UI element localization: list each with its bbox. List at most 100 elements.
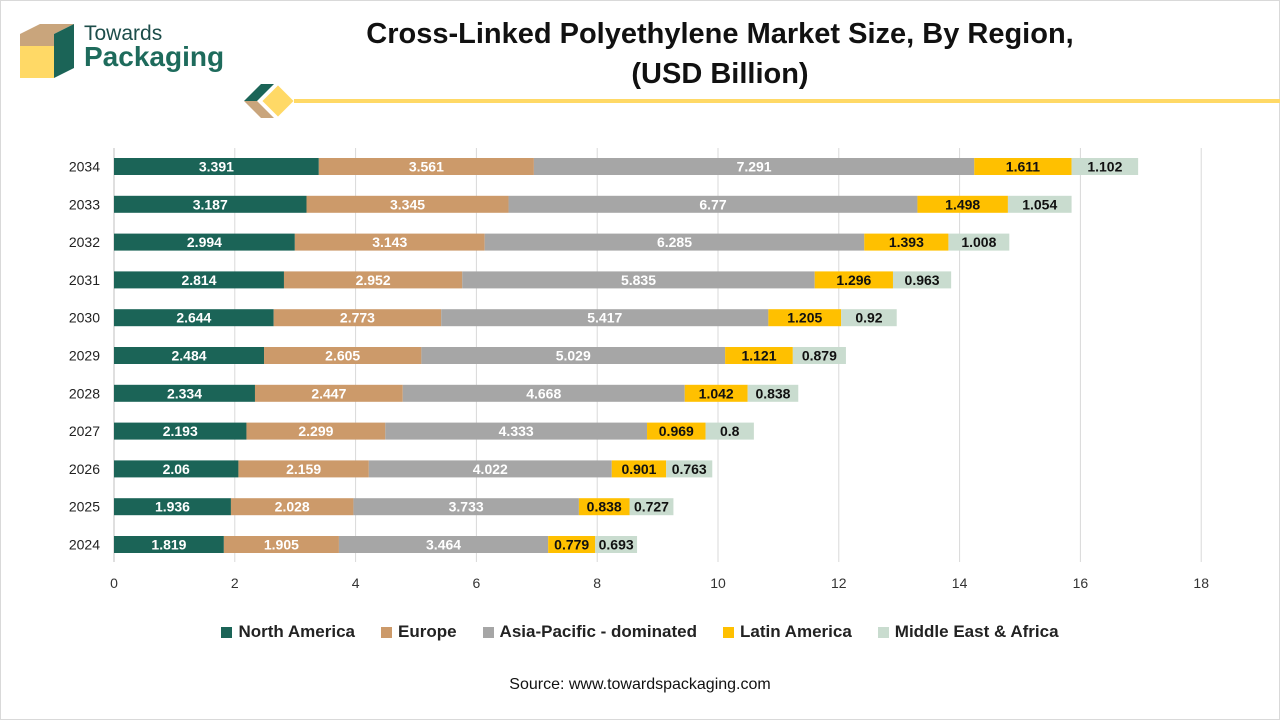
data-label: 2.028 <box>275 499 310 515</box>
data-label: 0.969 <box>659 423 694 439</box>
data-label: 1.905 <box>264 537 299 553</box>
data-label: 2.299 <box>298 423 333 439</box>
data-label: 6.285 <box>657 234 692 250</box>
bar-segment <box>338 536 549 553</box>
bar-segment <box>814 271 893 289</box>
data-label: 0.963 <box>905 272 940 288</box>
legend-label: Middle East & Africa <box>894 622 1059 641</box>
legend-swatch <box>722 626 734 638</box>
bar-segment <box>629 498 674 516</box>
bar-segment <box>484 233 865 251</box>
brand-line2: Packaging <box>84 41 225 72</box>
data-label: 3.733 <box>449 499 484 515</box>
chart-title-line2: (USD Billion) <box>631 58 809 90</box>
data-label: 1.393 <box>889 234 924 250</box>
data-label: 2.447 <box>311 385 346 401</box>
y-tick-label: 2030 <box>69 310 100 326</box>
data-label: 1.819 <box>151 537 186 553</box>
bar-segment <box>747 384 799 402</box>
data-label: 3.187 <box>193 196 228 212</box>
x-tick-label: 0 <box>110 575 118 591</box>
legend-swatch <box>221 626 233 638</box>
data-label: 5.835 <box>621 272 656 288</box>
bar-segment <box>666 460 713 478</box>
bar-segment <box>114 536 224 553</box>
legend-label: Asia-Pacific - dominated <box>499 622 697 641</box>
data-label: 2.644 <box>176 310 211 326</box>
x-tick-label: 4 <box>352 575 360 591</box>
legend-label: Latin America <box>739 622 852 641</box>
y-tick-label: 2033 <box>69 196 100 212</box>
y-tick-label: 2028 <box>69 385 100 401</box>
bar-segment <box>294 233 485 251</box>
bar-segment <box>595 536 638 553</box>
chart-title: Cross-Linked Polyethylene Market Size, B… <box>330 14 1110 94</box>
x-tick-label: 16 <box>1073 575 1089 591</box>
x-tick-label: 18 <box>1193 575 1209 591</box>
y-tick-label: 2029 <box>69 348 100 364</box>
bar-segment <box>421 347 726 364</box>
bar-segment <box>114 309 274 327</box>
bar-segment <box>462 271 815 289</box>
y-tick-label: 2032 <box>69 234 100 250</box>
legend-item-north-america: North America <box>221 622 355 642</box>
bar-segment <box>705 422 754 440</box>
data-label: 2.06 <box>163 461 190 477</box>
bar-segment <box>318 158 534 175</box>
bar-segment <box>611 460 667 478</box>
bar-segment <box>306 195 509 213</box>
bar-segment <box>1007 195 1072 213</box>
data-label: 1.936 <box>155 499 190 515</box>
data-label: 0.763 <box>672 461 707 477</box>
bar-segment <box>441 309 769 327</box>
bar-segment <box>238 460 369 478</box>
bar-segment <box>246 422 386 440</box>
data-label: 2.773 <box>340 310 375 326</box>
data-label: 2.159 <box>286 461 321 477</box>
chart-title-line1: Cross-Linked Polyethylene Market Size, B… <box>366 18 1074 50</box>
logo-box-icon <box>20 24 74 78</box>
bar-segment <box>1071 158 1139 175</box>
bar-segment <box>684 384 748 402</box>
data-label: 4.333 <box>499 423 534 439</box>
data-label: 1.498 <box>945 196 980 212</box>
data-label: 2.814 <box>181 272 216 288</box>
data-label: 0.879 <box>802 348 837 364</box>
bar-segment <box>283 271 463 289</box>
data-label: 1.008 <box>961 234 996 250</box>
data-label: 3.143 <box>372 234 407 250</box>
bar-segment <box>548 536 596 553</box>
data-label: 4.668 <box>526 385 561 401</box>
bar-segment <box>114 195 307 213</box>
data-label: 6.77 <box>699 196 726 212</box>
bar-segment <box>402 384 685 402</box>
x-tick-label: 10 <box>710 575 726 591</box>
x-tick-label: 14 <box>952 575 968 591</box>
bar-segment <box>792 347 846 364</box>
data-label: 0.901 <box>621 461 656 477</box>
bar-segment <box>254 384 403 402</box>
data-label: 2.605 <box>325 348 360 364</box>
data-label: 5.417 <box>587 310 622 326</box>
data-label: 7.291 <box>737 159 772 175</box>
legend-item-asia-pacific: Asia-Pacific - dominated <box>482 622 697 642</box>
data-label: 1.042 <box>699 385 734 401</box>
bar-segment <box>114 347 265 364</box>
data-label: 2.952 <box>356 272 391 288</box>
y-tick-label: 2031 <box>69 272 100 288</box>
bar-segment <box>578 498 630 516</box>
bar-segment <box>917 195 1008 213</box>
bar-segment <box>892 271 952 289</box>
bar-segment <box>725 347 793 364</box>
y-tick-label: 2026 <box>69 461 100 477</box>
legend-swatch <box>380 626 392 638</box>
data-label: 0.92 <box>855 310 882 326</box>
bar-segment <box>353 498 579 516</box>
bar-segment <box>948 233 1010 251</box>
data-label: 0.8 <box>720 423 740 439</box>
bar-segment <box>841 309 897 327</box>
bar-segment <box>385 422 648 440</box>
y-tick-label: 2025 <box>69 499 100 515</box>
title-decoration <box>244 82 1280 120</box>
bar-segment <box>230 498 354 516</box>
